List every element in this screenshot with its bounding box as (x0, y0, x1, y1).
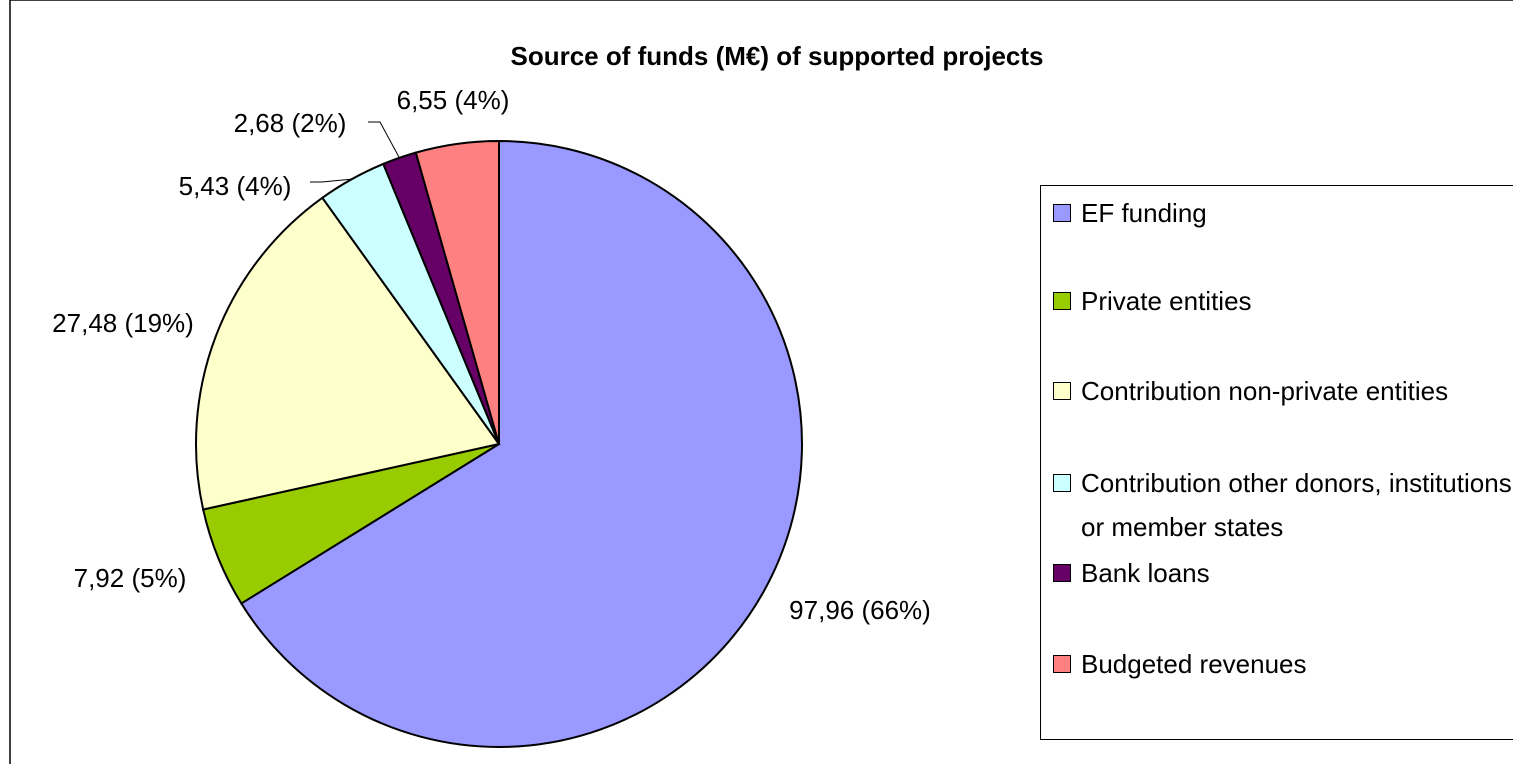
legend-label: Bank loans (1081, 558, 1210, 588)
data-label: 5,43 (4%) (179, 171, 292, 201)
legend-swatch (1053, 382, 1071, 400)
legend-item: Contribution other donors, institutions … (1053, 461, 1513, 549)
legend-swatch (1053, 292, 1071, 310)
legend-item: Contribution non-private entities (1053, 369, 1513, 413)
data-label: 27,48 (19%) (52, 308, 194, 338)
data-label: 2,68 (2%) (234, 108, 347, 138)
data-label: 97,96 (66%) (789, 595, 931, 625)
chart-title: Source of funds (M€) of supported projec… (510, 41, 1043, 71)
data-label: 6,55 (4%) (397, 85, 510, 115)
data-label: 7,92 (5%) (74, 563, 187, 593)
legend-item: Budgeted revenues (1053, 642, 1513, 686)
pie-slice (195, 196, 501, 511)
legend-item: Private entities (1053, 279, 1513, 323)
pie-slice (414, 139, 500, 445)
legend-label: EF funding (1081, 198, 1207, 228)
legend-label: Private entities (1081, 286, 1252, 316)
legend-swatch (1053, 474, 1071, 492)
legend: EF funding Private entities Contribution n… (1040, 185, 1513, 740)
legend-swatch (1053, 564, 1071, 582)
legend-label: Contribution other donors, institutions … (1081, 468, 1512, 542)
leader-line (368, 121, 400, 159)
legend-label: Budgeted revenues (1081, 649, 1307, 679)
leader-line (310, 178, 352, 183)
pie-slice (239, 139, 803, 748)
legend-swatch (1053, 655, 1071, 673)
legend-swatch (1053, 204, 1071, 222)
legend-item: EF funding (1053, 191, 1513, 235)
legend-item: Bank loans (1053, 551, 1513, 595)
legend-label: Contribution non-private entities (1081, 376, 1449, 406)
